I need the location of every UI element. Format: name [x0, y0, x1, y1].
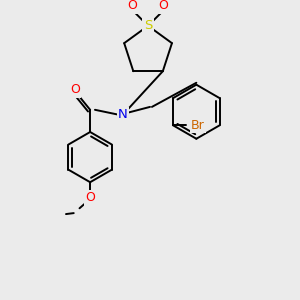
Text: O: O [159, 0, 169, 12]
Text: N: N [118, 108, 128, 121]
Text: Br: Br [191, 119, 205, 132]
Text: O: O [128, 0, 138, 12]
Text: S: S [144, 19, 152, 32]
Text: O: O [70, 83, 80, 96]
Text: O: O [85, 191, 95, 204]
